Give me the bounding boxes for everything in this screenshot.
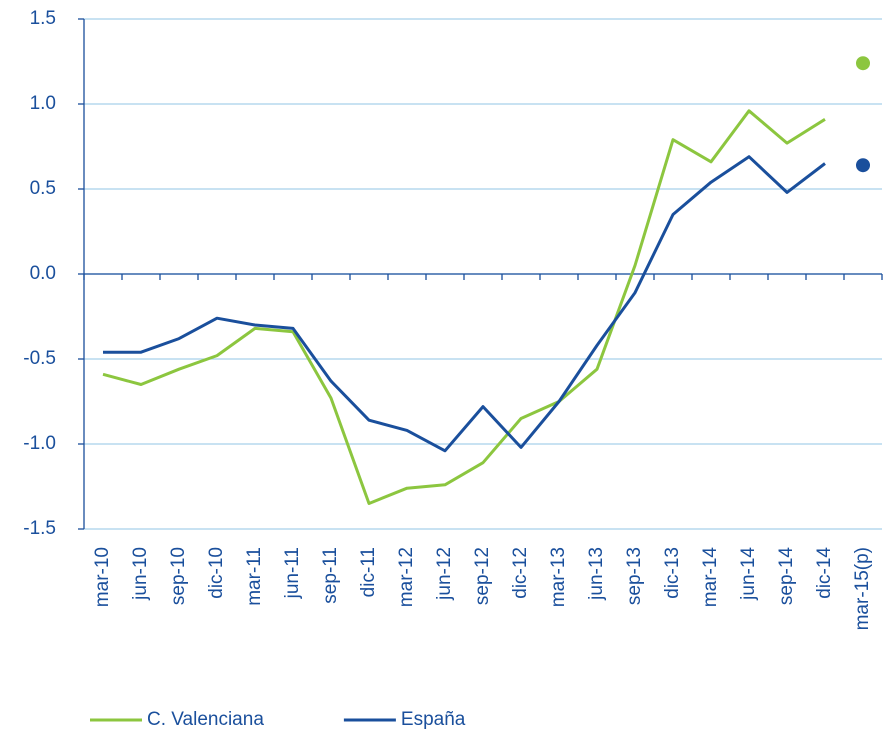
x-tick-label: dic-10 (206, 547, 227, 599)
x-tick-label: jun-10 (130, 547, 151, 601)
x-tick-label: jun-12 (434, 547, 455, 601)
projection-dot (856, 56, 870, 71)
x-tick-label: mar-10 (92, 547, 113, 607)
x-tick-label: sep-14 (776, 547, 797, 606)
y-tick-label: 0.0 (30, 263, 56, 284)
y-tick-label: 1.5 (30, 8, 56, 29)
x-tick-label: mar-12 (396, 547, 417, 607)
x-tick-label: jun-14 (738, 547, 759, 601)
x-tick-label: mar-13 (548, 547, 569, 607)
projection-dot (856, 158, 870, 173)
x-tick-label: dic-14 (814, 547, 835, 599)
x-tick-label: jun-13 (586, 547, 607, 601)
x-tick-label: mar-14 (700, 547, 721, 608)
x-tick-label: mar-15(p) (852, 547, 873, 630)
x-tick-label: mar-11 (244, 547, 265, 606)
x-tick-label: sep-11 (320, 547, 341, 604)
series-line (102, 109, 826, 505)
y-tick-label: 0.5 (30, 178, 56, 199)
x-tick-label: sep-10 (168, 547, 189, 605)
y-tick-label: -1.5 (23, 518, 56, 539)
series-line (103, 155, 826, 453)
legend-label: C. Valenciana (147, 709, 264, 730)
y-tick-label: -0.5 (23, 348, 56, 369)
y-tick-label: -1.0 (23, 433, 56, 454)
x-tick-label: sep-13 (624, 547, 645, 605)
x-tick-label: dic-11 (358, 547, 379, 597)
y-tick-label: 1.0 (30, 93, 56, 114)
x-tick-label: jun-11 (282, 547, 303, 599)
x-tick-label: dic-13 (662, 547, 683, 599)
x-tick-label: dic-12 (510, 547, 531, 599)
legend-label: España (401, 709, 466, 730)
x-tick-label: sep-12 (472, 547, 493, 605)
